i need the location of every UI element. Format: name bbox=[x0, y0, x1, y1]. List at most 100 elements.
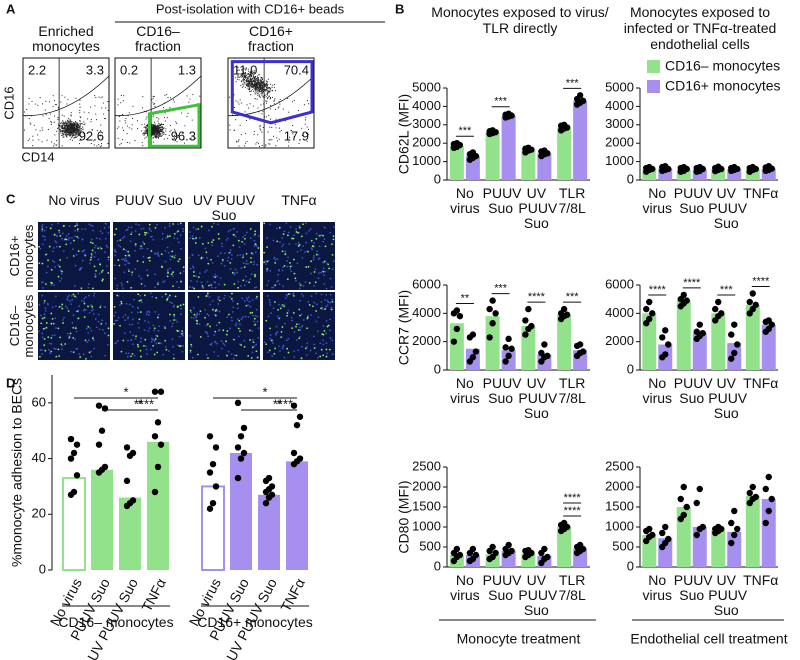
data-point bbox=[750, 484, 756, 490]
cell bbox=[139, 295, 141, 297]
cell bbox=[299, 227, 301, 229]
data-point bbox=[528, 323, 534, 329]
cell bbox=[305, 281, 307, 283]
cell bbox=[299, 329, 301, 331]
event-dot bbox=[262, 111, 263, 112]
cell bbox=[81, 287, 83, 289]
cell bbox=[74, 295, 76, 297]
cell bbox=[215, 287, 217, 289]
event-dot bbox=[126, 118, 127, 119]
event-dot bbox=[74, 127, 75, 128]
event-dot bbox=[62, 125, 63, 126]
gate-percent: 17.9 bbox=[284, 128, 309, 143]
cell bbox=[291, 238, 293, 240]
data-point bbox=[102, 464, 108, 470]
cell bbox=[180, 345, 182, 347]
event-dot bbox=[275, 109, 276, 110]
cell bbox=[172, 346, 174, 348]
data-point bbox=[158, 389, 164, 395]
cell bbox=[247, 299, 249, 301]
cell bbox=[196, 314, 198, 316]
cell bbox=[251, 357, 253, 359]
cell bbox=[325, 306, 327, 308]
cell bbox=[274, 257, 276, 259]
cell bbox=[177, 344, 179, 346]
event-dot bbox=[160, 130, 161, 131]
cell bbox=[245, 263, 247, 265]
cell bbox=[114, 255, 116, 257]
cell bbox=[192, 254, 194, 256]
cell bbox=[299, 327, 301, 329]
cell bbox=[332, 268, 334, 270]
cell bbox=[127, 340, 129, 342]
data-point bbox=[697, 164, 703, 170]
event-dot bbox=[246, 85, 247, 86]
cell bbox=[246, 260, 248, 262]
cell bbox=[286, 295, 288, 297]
data-point bbox=[694, 532, 700, 538]
event-dot bbox=[230, 129, 231, 130]
event-dot bbox=[152, 135, 153, 136]
event-dot bbox=[80, 107, 81, 108]
event-dot bbox=[32, 101, 33, 102]
cell bbox=[152, 345, 154, 347]
data-point bbox=[715, 299, 721, 305]
cell bbox=[173, 319, 175, 321]
x-tick-label: No virus bbox=[639, 186, 675, 216]
cell bbox=[114, 234, 116, 236]
event-dot bbox=[262, 86, 263, 87]
cell bbox=[171, 256, 173, 258]
y-tick-label: 2000 bbox=[412, 333, 441, 348]
event-dot bbox=[55, 104, 56, 105]
cell bbox=[137, 311, 139, 313]
cell bbox=[231, 298, 233, 300]
cell bbox=[78, 305, 80, 307]
cell bbox=[245, 316, 247, 318]
cell bbox=[234, 354, 236, 356]
event-dot bbox=[94, 95, 95, 96]
cell bbox=[325, 333, 327, 335]
event-dot bbox=[176, 123, 177, 124]
event-dot bbox=[42, 103, 43, 104]
cell bbox=[179, 336, 181, 338]
event-dot bbox=[260, 86, 261, 87]
data-point bbox=[747, 299, 753, 305]
event-dot bbox=[65, 127, 66, 128]
cell bbox=[323, 238, 325, 240]
event-dot bbox=[259, 96, 260, 97]
event-dot bbox=[70, 134, 71, 135]
cell bbox=[127, 251, 129, 253]
event-dot bbox=[88, 112, 89, 113]
event-dot bbox=[151, 99, 152, 100]
cell bbox=[241, 297, 243, 299]
cell bbox=[102, 329, 104, 331]
gate-curve bbox=[228, 76, 314, 116]
event-dot bbox=[246, 141, 247, 142]
cell bbox=[230, 249, 232, 251]
event-dot bbox=[99, 97, 100, 98]
event-dot bbox=[249, 89, 250, 90]
cell bbox=[267, 351, 269, 353]
cell bbox=[264, 341, 266, 343]
y-tick-label: 4000 bbox=[412, 305, 441, 320]
cell bbox=[78, 353, 80, 355]
event-dot bbox=[268, 131, 269, 132]
cell bbox=[169, 235, 171, 237]
cell bbox=[170, 259, 172, 261]
cell bbox=[90, 304, 92, 306]
cell bbox=[180, 308, 182, 310]
cell bbox=[282, 250, 284, 252]
cell bbox=[266, 284, 268, 286]
cell bbox=[297, 232, 299, 234]
cell bbox=[193, 288, 195, 290]
cell bbox=[243, 262, 245, 264]
event-dot bbox=[245, 143, 246, 144]
event-dot bbox=[160, 125, 161, 126]
cell bbox=[130, 227, 132, 229]
cell bbox=[182, 345, 184, 347]
cell bbox=[211, 343, 213, 345]
event-dot bbox=[259, 74, 260, 75]
cell bbox=[288, 243, 290, 245]
cell bbox=[41, 333, 43, 335]
cell bbox=[208, 285, 210, 287]
